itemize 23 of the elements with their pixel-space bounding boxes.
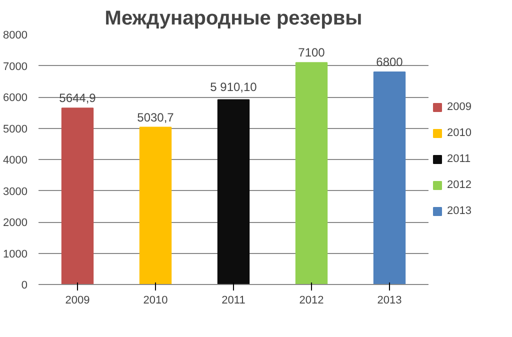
y-tick-label: 4000 bbox=[3, 154, 28, 166]
y-tick-label: 5000 bbox=[3, 123, 28, 136]
data-label: 7100 bbox=[298, 46, 326, 60]
x-tick-label: 2013 bbox=[377, 294, 402, 306]
x-tick-label: 2009 bbox=[65, 294, 90, 306]
data-label: 5030,7 bbox=[137, 110, 174, 124]
y-tick-label: 0 bbox=[21, 280, 28, 292]
y-tick-label: 6000 bbox=[3, 92, 28, 104]
data-label: 5 910,10 bbox=[210, 80, 258, 94]
y-tick-label: 3000 bbox=[3, 186, 28, 198]
x-tick-label: 2011 bbox=[222, 294, 246, 306]
y-tick-label: 7000 bbox=[3, 60, 28, 73]
legend-label: 2010 bbox=[447, 127, 472, 139]
x-tick-label: 2012 bbox=[299, 294, 324, 306]
chart-title: Международные резервы bbox=[104, 8, 362, 30]
x-tick-label: 2010 bbox=[143, 294, 168, 306]
y-tick-label: 1000 bbox=[3, 248, 28, 260]
legend-label: 2013 bbox=[447, 205, 472, 217]
y-tick-label: 2000 bbox=[3, 217, 28, 229]
legend-label: 2009 bbox=[447, 101, 472, 113]
legend-label: 2011 bbox=[447, 153, 471, 165]
legend-label: 2012 bbox=[447, 179, 472, 191]
y-tick-label: 8000 bbox=[3, 30, 28, 42]
